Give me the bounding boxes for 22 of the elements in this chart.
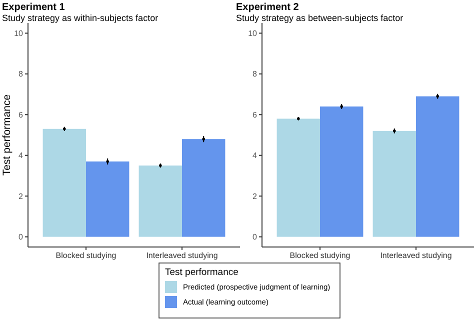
y-tick-label: 4	[252, 151, 258, 160]
y-tick-label: 8	[18, 70, 24, 79]
y-tick-label: 6	[18, 110, 24, 120]
x-tick-label: Blocked studying	[56, 251, 116, 260]
x-tick-label: Blocked studying	[290, 251, 350, 260]
y-tick-label: 0	[252, 232, 258, 242]
x-tick-label: Interleaved studying	[146, 251, 218, 260]
chart-subtitle: Study strategy as within-subjects factor	[2, 13, 158, 23]
y-tick-label: 0	[18, 232, 24, 242]
y-axis-title: Test performance	[1, 94, 13, 176]
y-tick-label: 6	[252, 110, 258, 120]
y-tick-label: 2	[252, 192, 258, 201]
y-tick-label: 4	[18, 151, 24, 160]
chart-title: Experiment 2	[236, 2, 300, 13]
chart-title: Experiment 1	[2, 2, 66, 13]
chart-subtitle: Study strategy as between-subjects factor	[236, 13, 404, 23]
y-tick-label: 10	[248, 28, 258, 38]
y-tick-label: 8	[252, 70, 258, 79]
x-tick-label: Interleaved studying	[380, 251, 452, 260]
y-tick-label: 10	[14, 28, 24, 38]
y-tick-label: 2	[18, 192, 24, 201]
legend-title: Test performance	[165, 267, 238, 278]
